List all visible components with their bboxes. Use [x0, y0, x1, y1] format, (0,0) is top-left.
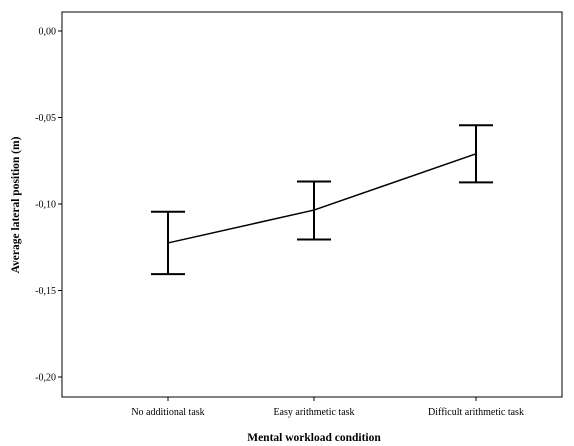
y-tick-label: 0,00 — [39, 27, 57, 38]
series-line — [167, 153, 477, 244]
y-tick-label: -0,15 — [35, 286, 56, 297]
y-tick-label: -0,05 — [35, 113, 56, 124]
x-axis-title: Mental workload condition — [247, 432, 381, 444]
x-tick-label: Easy arithmetic task — [273, 407, 354, 418]
x-tick-label: Difficult arithmetic task — [428, 407, 524, 418]
y-axis-title: Average lateral position (m) — [10, 136, 22, 273]
y-tick-label: -0,10 — [35, 200, 56, 211]
x-tick-label: No additional task — [131, 407, 204, 418]
x-axis-ticks: No additional task Easy arithmetic task Di… — [131, 397, 524, 418]
plot-frame — [61, 11, 563, 398]
y-tick-label: -0,20 — [35, 373, 56, 384]
y-axis-ticks: 0,00 -0,05 -0,10 -0,15 -0,20 — [35, 27, 62, 384]
series-layer — [151, 124, 493, 276]
